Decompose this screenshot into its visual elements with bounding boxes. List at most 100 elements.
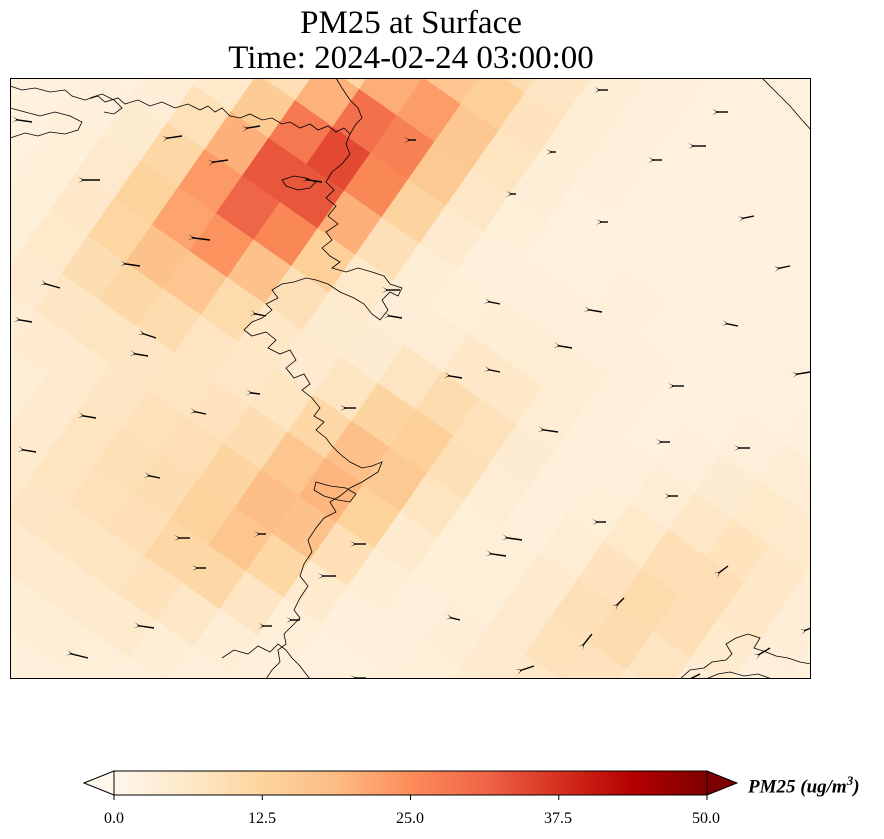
wind-vector-arrow	[249, 309, 267, 317]
concentration-cell	[625, 631, 692, 679]
concentration-cell	[395, 639, 462, 679]
coastline-fjord-b	[89, 93, 123, 115]
concentration-cell	[561, 642, 628, 679]
coastline-island	[281, 175, 317, 191]
wind-vector-arrow	[688, 143, 706, 149]
colorbar-tick-label: 25.0	[396, 810, 424, 827]
wind-vector-arrow	[583, 306, 603, 313]
coastline-fjord-a	[10, 107, 83, 139]
wind-vector-arrow	[577, 633, 593, 651]
wind-vector-arrow	[119, 260, 141, 267]
wind-vector-arrow	[594, 87, 608, 93]
wind-vector-arrow	[668, 383, 684, 389]
colorbar	[82, 770, 739, 800]
concentration-cell	[230, 635, 296, 679]
wind-vector-arrow	[596, 219, 608, 225]
wind-vector-arrow	[483, 365, 501, 373]
concentration-cell	[727, 646, 794, 679]
wind-vector-arrow	[192, 565, 206, 571]
wind-vector-arrow	[688, 673, 701, 679]
wind-vector-arrow	[753, 647, 771, 660]
concentration-cell	[64, 631, 131, 679]
wind-vector-arrow	[404, 137, 416, 143]
map-frame	[10, 78, 811, 679]
concentration-cell	[101, 657, 168, 679]
wind-vector-arrow	[78, 177, 100, 183]
concentration-field	[10, 78, 811, 679]
wind-vector-arrow	[254, 531, 266, 537]
concentration-cell	[331, 650, 398, 679]
wind-vector-arrow	[207, 159, 229, 166]
wind-vectors	[11, 87, 811, 679]
coastline-north	[10, 78, 363, 135]
colorbar-label-main: PM25 (ug/m	[748, 776, 847, 798]
wind-vector-arrow	[245, 389, 261, 396]
colorbar-label-exponent: 3	[846, 773, 854, 788]
colorbar-label: PM25 (ug/m3)	[748, 773, 860, 798]
wind-vector-arrow	[161, 135, 183, 142]
wind-vector-arrow	[65, 649, 89, 659]
coastlines	[10, 78, 811, 679]
wind-vector-arrow	[773, 265, 791, 273]
coastline-east-edge	[761, 78, 811, 131]
wind-vector-arrow	[648, 157, 662, 163]
wind-vector-arrow	[187, 234, 211, 241]
wind-vector-arrow	[501, 534, 523, 541]
wind-vector-arrow	[713, 565, 729, 578]
wind-vector-arrow	[656, 439, 670, 445]
wind-vector-arrow	[340, 405, 356, 411]
wind-vector-arrow	[318, 573, 336, 579]
wind-vector-arrow	[721, 319, 739, 327]
coastline-southeast-inlet	[705, 671, 773, 679]
wind-vector-arrow	[791, 371, 811, 378]
colorbar-tick-label: 12.5	[248, 810, 276, 827]
wind-vector-arrow	[664, 493, 678, 499]
wind-vector-arrow	[77, 412, 97, 419]
colorbar-max-extension	[706, 770, 739, 796]
wind-vector-arrow	[39, 279, 61, 289]
wind-vector-arrow	[485, 550, 507, 557]
coastline-inner-bay	[313, 481, 357, 503]
wind-vector-arrow	[443, 372, 463, 379]
concentration-cell	[663, 657, 730, 679]
wind-vector-arrow	[592, 519, 606, 525]
wind-vector-arrow	[483, 297, 501, 305]
concentration-cell	[791, 635, 811, 679]
wind-vector-arrow	[174, 535, 190, 541]
colorbar-tickmarks	[113, 795, 708, 800]
colorbar-gradient	[113, 770, 708, 796]
coastline-central	[243, 133, 403, 679]
wind-vector-arrow	[350, 541, 366, 547]
colorbar-tick-label: 0.0	[104, 810, 124, 827]
pm25-map	[10, 78, 811, 679]
wind-vector-arrow	[515, 665, 535, 675]
wind-vector-arrow	[737, 215, 755, 223]
wind-vector-arrow	[189, 407, 207, 415]
concentration-cell	[497, 654, 564, 679]
wind-vector-arrow	[712, 109, 728, 115]
wind-vector-arrow	[129, 350, 149, 357]
wind-vector-arrow	[258, 623, 272, 629]
wind-vector-arrow	[382, 287, 400, 293]
wind-vector-arrow	[301, 176, 323, 183]
wind-vector-arrow	[383, 312, 403, 319]
concentration-cell	[10, 642, 66, 679]
colorbar-min-extension	[82, 770, 115, 796]
colorbar-label-close: )	[853, 776, 860, 798]
wind-vector-arrow	[241, 125, 261, 132]
wind-vector-arrow	[137, 329, 157, 339]
wind-vector-arrow	[17, 446, 37, 453]
wind-vector-arrow	[445, 613, 461, 621]
wind-vector-arrow	[143, 471, 161, 479]
coastline-southeast	[679, 633, 811, 679]
concentration-cell	[166, 646, 232, 679]
wind-vector-arrow	[611, 597, 625, 611]
wind-vector-arrow	[506, 191, 516, 197]
wind-vector-arrow	[133, 622, 155, 629]
wind-vector-arrow	[13, 316, 33, 323]
wind-vector-arrow	[537, 426, 559, 433]
wind-vector-arrow	[286, 617, 300, 623]
map-title: PM25 at Surface	[300, 5, 522, 41]
wind-vector-arrow	[553, 342, 573, 349]
wind-vector-arrow	[546, 149, 556, 155]
